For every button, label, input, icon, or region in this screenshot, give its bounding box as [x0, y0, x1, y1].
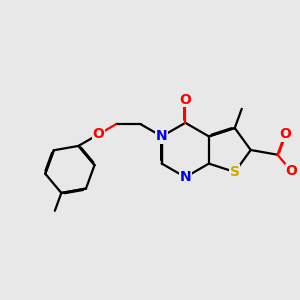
Text: N: N: [156, 129, 168, 143]
Text: O: O: [179, 93, 191, 107]
Text: O: O: [92, 128, 104, 141]
Text: S: S: [230, 165, 240, 179]
Text: O: O: [279, 127, 291, 141]
Text: O: O: [286, 164, 297, 178]
Text: N: N: [179, 170, 191, 184]
